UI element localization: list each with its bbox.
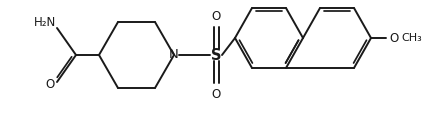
Text: S: S bbox=[211, 48, 221, 63]
Text: O: O bbox=[389, 31, 398, 45]
Text: H₂N: H₂N bbox=[34, 16, 56, 30]
Text: CH₃: CH₃ bbox=[401, 33, 422, 43]
Text: O: O bbox=[211, 87, 221, 101]
Text: O: O bbox=[211, 10, 221, 23]
Text: O: O bbox=[45, 79, 55, 91]
Text: N: N bbox=[169, 49, 179, 61]
